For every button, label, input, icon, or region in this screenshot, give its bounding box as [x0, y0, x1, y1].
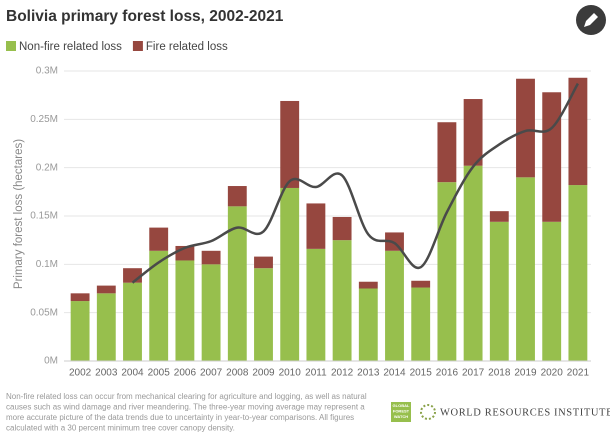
bar-segment — [568, 77, 588, 186]
x-tick-label: 2020 — [541, 368, 564, 379]
bar-segment — [123, 268, 142, 283]
x-tick-label: 2013 — [357, 368, 380, 379]
wri-logo-text: WORLD RESOURCES INSTITUTE — [440, 407, 610, 418]
x-tick-label: 2004 — [121, 368, 144, 379]
x-tick-label: 2014 — [383, 368, 406, 379]
legend-label: Fire related loss — [146, 41, 228, 53]
x-tick-label: 2017 — [462, 368, 485, 379]
x-tick-label: 2002 — [69, 368, 92, 379]
gfw-logo — [391, 402, 411, 422]
bar-segment — [70, 301, 90, 361]
bar-segment — [280, 100, 300, 188]
bar-segment — [306, 248, 326, 361]
bar-segment — [123, 282, 142, 361]
bar-segment — [437, 182, 457, 361]
x-tick-label: 2005 — [148, 368, 171, 379]
bar-segment — [542, 221, 562, 361]
bar-segment — [254, 268, 273, 361]
moving-average-line — [131, 82, 579, 284]
x-tick-label: 2021 — [567, 368, 590, 379]
bar-segment — [516, 78, 535, 178]
y-tick-label: 0.15M — [30, 211, 58, 222]
x-tick-label: 2008 — [226, 368, 249, 379]
chart-title: Bolivia primary forest loss, 2002-2021 — [6, 8, 284, 25]
bar-segment — [280, 187, 300, 361]
bar-segment — [149, 227, 169, 251]
bar-segment — [254, 256, 273, 269]
bar-segment — [149, 250, 169, 361]
bar-segment — [437, 122, 457, 183]
x-tick-label: 2012 — [331, 368, 354, 379]
bar-segment — [201, 250, 221, 265]
footnote: causes such as wind damage and river mea… — [6, 403, 365, 412]
x-tick-label: 2011 — [305, 368, 327, 379]
bar-segment — [411, 287, 431, 361]
bar-segment — [227, 186, 247, 207]
bar-segment — [463, 99, 483, 166]
bar-segment — [463, 165, 483, 361]
x-tick-label: 2010 — [279, 368, 302, 379]
y-tick-label: 0.3M — [36, 66, 58, 77]
y-tick-label: 0.25M — [30, 114, 58, 125]
bar-segment — [70, 293, 90, 302]
footnote: Non-fire related loss can occur from mec… — [6, 392, 367, 401]
y-axis-label: Primary forest loss (hectares) — [13, 139, 25, 289]
y-tick-label: 0.05M — [30, 307, 58, 318]
x-tick-label: 2009 — [252, 368, 275, 379]
gfw-logo-text: WATCH — [394, 414, 408, 419]
y-tick-label: 0.2M — [36, 162, 58, 173]
legend-swatch — [6, 41, 16, 51]
bar-segment — [411, 280, 431, 288]
x-tick-label: 2019 — [514, 368, 537, 379]
legend-swatch — [132, 41, 143, 51]
bar-segment — [542, 92, 562, 222]
bar-segment — [516, 177, 535, 361]
bar-segment — [96, 285, 116, 294]
bar-segment — [96, 293, 116, 361]
bar-segment — [385, 250, 404, 361]
bar-segment — [227, 206, 247, 361]
gfw-logo-text: GLOBAL — [393, 403, 410, 408]
x-tick-label: 2018 — [488, 368, 511, 379]
bar-segment — [306, 203, 326, 249]
x-tick-label: 2015 — [410, 368, 433, 379]
x-tick-label: 2003 — [95, 368, 118, 379]
bar-segment — [201, 264, 221, 361]
edit-icon — [584, 13, 598, 27]
legend-label: Non-fire related loss — [19, 41, 122, 53]
bar-segment — [568, 185, 588, 361]
bar-segment — [332, 216, 352, 241]
gfw-logo-text: FOREST — [393, 409, 410, 414]
bar-segment — [358, 288, 378, 361]
x-tick-label: 2007 — [200, 368, 223, 379]
x-tick-label: 2016 — [436, 368, 459, 379]
bar-segment — [489, 211, 509, 222]
y-tick-label: 0M — [44, 356, 58, 367]
footnote: more accurate picture of the data trends… — [6, 413, 354, 422]
bar-segment — [332, 240, 352, 361]
bar-segment — [175, 260, 195, 361]
footnote: calculated with a 30 percent minimum tre… — [6, 424, 235, 433]
wri-logo — [420, 404, 436, 420]
bar-segment — [358, 281, 378, 289]
y-tick-label: 0.1M — [36, 259, 58, 270]
bar-segment — [489, 221, 509, 361]
x-tick-label: 2006 — [174, 368, 197, 379]
